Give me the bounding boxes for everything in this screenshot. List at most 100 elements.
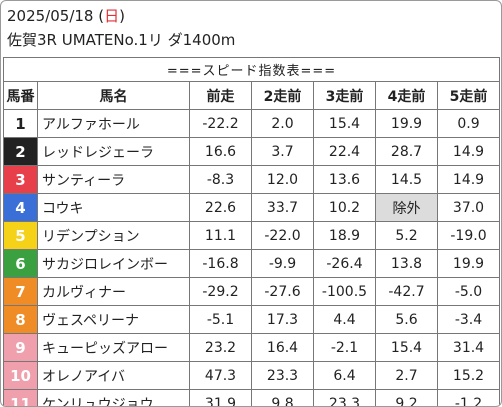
speed-index-cell: 31.4: [437, 333, 500, 362]
table-row: 8 ヴェスペリーナ -5.1 17.3 4.4 5.6 -3.4: [3, 305, 500, 334]
speed-index-cell: 47.3: [189, 361, 252, 390]
speed-index-cell: 9.2: [375, 389, 438, 406]
speed-index-cell: 23.2: [189, 333, 252, 362]
col-header-5-races-ago: 5走前: [437, 81, 500, 110]
speed-index-cell: -9.9: [251, 249, 314, 278]
horse-number-badge: 2: [3, 137, 38, 166]
horse-name: キューピッズアロー: [37, 333, 190, 362]
table-row: 7 カルヴィナー -29.2 -27.6 -100.5 -42.7 -5.0: [3, 277, 500, 306]
speed-index-cell: 23.3: [313, 389, 376, 406]
table-row: 10 オレノアイバ 47.3 23.3 6.4 2.7 15.2: [3, 361, 500, 390]
horse-number-badge: 4: [3, 193, 38, 222]
horse-name: アルファホール: [37, 109, 190, 138]
speed-index-cell: -3.4: [437, 305, 500, 334]
horse-name: ヴェスペリーナ: [37, 305, 190, 334]
speed-index-cell: 9.8: [251, 389, 314, 406]
speed-index-cell: 33.7: [251, 193, 314, 222]
speed-index-cell: -16.8: [189, 249, 252, 278]
horse-name: カルヴィナー: [37, 277, 190, 306]
date-prefix: 2025/05/18 (: [7, 7, 105, 25]
speed-index-cell: -5.0: [437, 277, 500, 306]
speed-index-cell: 15.2: [437, 361, 500, 390]
horse-name: リデンプション: [37, 221, 190, 250]
speed-index-cell: -2.1: [313, 333, 376, 362]
speed-index-cell: 2.7: [375, 361, 438, 390]
speed-index-cell: 14.9: [437, 165, 500, 194]
horse-name: サカジロレインボー: [37, 249, 190, 278]
speed-index-cell: 0.9: [437, 109, 500, 138]
speed-index-cell: 2.0: [251, 109, 314, 138]
speed-index-cell: -100.5: [313, 277, 376, 306]
table-row: 2 レッドレジェーラ 16.6 3.7 22.4 28.7 14.9: [3, 137, 500, 166]
horse-name: レッドレジェーラ: [37, 137, 190, 166]
horse-number-badge: 1: [3, 109, 38, 138]
table-row: 9 キューピッズアロー 23.2 16.4 -2.1 15.4 31.4: [3, 333, 500, 362]
speed-index-cell: -22.2: [189, 109, 252, 138]
speed-index-cell: 3.7: [251, 137, 314, 166]
horse-name: オレノアイバ: [37, 361, 190, 390]
speed-index-cell: 14.5: [375, 165, 438, 194]
speed-index-cell: 19.9: [375, 109, 438, 138]
speed-index-cell: 13.8: [375, 249, 438, 278]
horse-number-badge: 10: [3, 361, 38, 390]
col-header-3-races-ago: 3走前: [313, 81, 376, 110]
col-header-4-races-ago: 4走前: [375, 81, 438, 110]
speed-index-cell: 11.1: [189, 221, 252, 250]
speed-index-cell: 4.4: [313, 305, 376, 334]
speed-index-cell: 37.0: [437, 193, 500, 222]
speed-index-cell: 31.9: [189, 389, 252, 406]
speed-index-cell: 6.4: [313, 361, 376, 390]
speed-index-cell: -27.6: [251, 277, 314, 306]
horse-number-badge: 8: [3, 305, 38, 334]
speed-index-cell: 19.9: [437, 249, 500, 278]
day-of-week: 日: [104, 7, 120, 25]
speed-index-cell: -22.0: [251, 221, 314, 250]
horse-name: ケンリュウジョウ: [37, 389, 190, 406]
speed-index-cell: 15.4: [375, 333, 438, 362]
speed-index-cell: 22.4: [313, 137, 376, 166]
speed-index-cell: 13.6: [313, 165, 376, 194]
horse-number-badge: 9: [3, 333, 38, 362]
excluded-cell: 除外: [375, 193, 438, 222]
date-suffix: ): [119, 7, 125, 25]
horse-number-badge: 5: [3, 221, 38, 250]
race-title: 佐賀3R UMATENo.1リ ダ1400m: [7, 31, 236, 49]
race-date: 2025/05/18 (日): [7, 5, 235, 27]
speed-index-cell: 10.2: [313, 193, 376, 222]
speed-index-cell: -29.2: [189, 277, 252, 306]
speed-index-cell: 5.6: [375, 305, 438, 334]
speed-index-cell: 18.9: [313, 221, 376, 250]
speed-index-cell: 14.9: [437, 137, 500, 166]
col-header-number: 馬番: [3, 81, 38, 110]
speed-index-cell: -5.1: [189, 305, 252, 334]
speed-index-cell: 5.2: [375, 221, 438, 250]
speed-index-cell: 16.6: [189, 137, 252, 166]
table-row: 3 サンティーラ -8.3 12.0 13.6 14.5 14.9: [3, 165, 500, 194]
speed-index-cell: -8.3: [189, 165, 252, 194]
speed-index-cell: 28.7: [375, 137, 438, 166]
table-row: 11 ケンリュウジョウ 31.9 9.8 23.3 9.2 -1.2: [3, 389, 500, 406]
speed-index-cell: -19.0: [437, 221, 500, 250]
speed-index-cell: 12.0: [251, 165, 314, 194]
table-row: 5 リデンプション 11.1 -22.0 18.9 5.2 -19.0: [3, 221, 500, 250]
table-row: 4 コウキ 22.6 33.7 10.2 除外 37.0: [3, 193, 500, 222]
speed-index-cell: -42.7: [375, 277, 438, 306]
speed-index-cell: 23.3: [251, 361, 314, 390]
column-header-row: 馬番 馬名 前走 2走前 3走前 4走前 5走前: [3, 81, 500, 110]
speed-index-cell: -26.4: [313, 249, 376, 278]
horse-name: サンティーラ: [37, 165, 190, 194]
table-title: ===スピード指数表===: [3, 57, 500, 82]
horse-number-badge: 7: [3, 277, 38, 306]
horse-name: コウキ: [37, 193, 190, 222]
table-row: 6 サカジロレインボー -16.8 -9.9 -26.4 13.8 19.9: [3, 249, 500, 278]
speed-index-cell: -1.2: [437, 389, 500, 406]
horse-number-badge: 3: [3, 165, 38, 194]
horse-number-badge: 6: [3, 249, 38, 278]
speed-index-cell: 22.6: [189, 193, 252, 222]
col-header-last-race: 前走: [189, 81, 252, 110]
horse-number-badge: 11: [3, 389, 38, 406]
col-header-2-races-ago: 2走前: [251, 81, 314, 110]
speed-index-cell: 16.4: [251, 333, 314, 362]
speed-index-table: ===スピード指数表=== 馬番 馬名 前走 2走前 3走前 4走前 5走前 1…: [3, 57, 500, 406]
